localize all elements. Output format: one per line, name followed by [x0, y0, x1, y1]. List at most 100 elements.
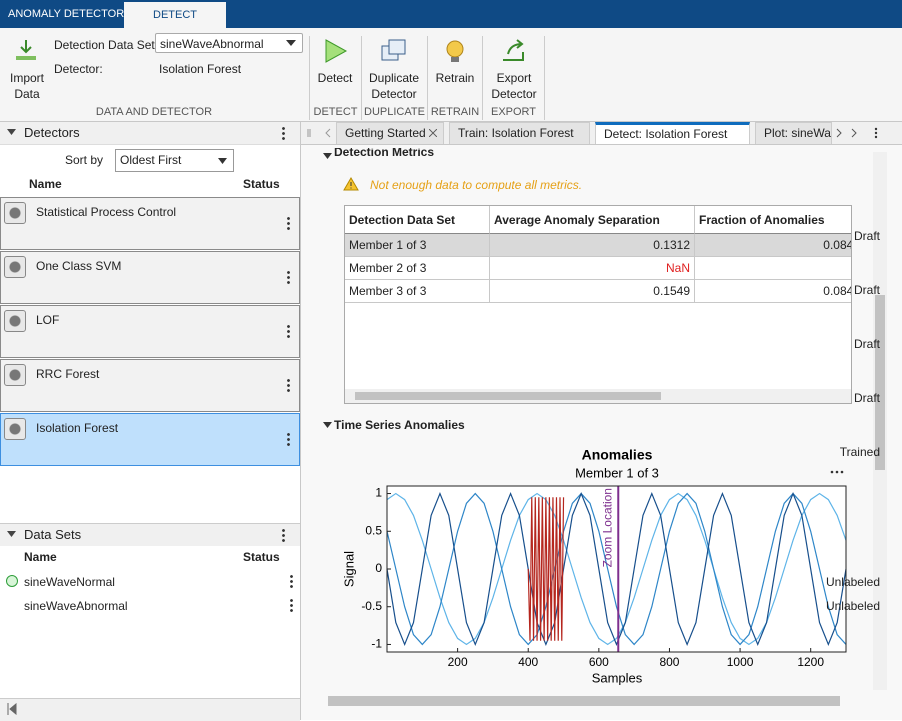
label: Detector:: [54, 62, 103, 76]
item-menu[interactable]: [287, 378, 290, 392]
panel-title: Detectors: [24, 125, 80, 140]
star-icon: [4, 418, 26, 440]
detect-icon: [322, 38, 348, 64]
tab-close[interactable]: [429, 129, 437, 137]
plot-title: Anomalies: [582, 447, 653, 463]
section-label: DETECT: [310, 106, 361, 118]
warning-text: Not enough data to compute all metrics.: [370, 178, 582, 192]
warning-icon: [343, 177, 359, 191]
doc-tab[interactable]: Getting Started: [336, 122, 444, 144]
doc-tab[interactable]: Detect: Isolation Forest: [595, 122, 750, 144]
metrics-table: Detection Data SetAverage Anomaly Separa…: [344, 205, 852, 404]
app-tab[interactable]: DETECT: [124, 2, 226, 28]
retrain-button[interactable]: Retrain: [430, 70, 480, 86]
sort-dropdown[interactable]: Oldest First: [115, 149, 234, 172]
detector-name: One Class SVM: [36, 259, 121, 273]
detector-status: Draft: [854, 229, 880, 243]
table-cell: Member 2 of 3: [345, 257, 490, 280]
y-axis-label: Signal: [341, 551, 356, 587]
table-cell: NaN: [490, 257, 695, 280]
panel-footer: [0, 698, 300, 721]
table-cell: 0: [695, 257, 852, 280]
section-title: Detection Metrics: [334, 148, 434, 162]
plot-menu[interactable]: [831, 471, 844, 474]
section-label: DATA AND DETECTOR: [54, 106, 254, 118]
detector-name: Isolation Forest: [36, 421, 118, 435]
scroll-thumb[interactable]: [875, 295, 885, 470]
import-data-button[interactable]: Import Data: [4, 70, 50, 102]
duplicate-icon: [380, 38, 408, 64]
table-header: Average Anomaly Separation: [490, 206, 695, 234]
export-button[interactable]: Export Detector: [484, 70, 544, 102]
collapse-arrow[interactable]: [323, 153, 332, 159]
star-icon: [4, 202, 26, 224]
label: Sort by: [65, 153, 103, 167]
retrain-icon: [442, 38, 468, 64]
panel-menu[interactable]: [282, 528, 285, 542]
detector-status: Trained: [840, 445, 880, 459]
detector-status: Draft: [854, 337, 880, 351]
x-axis-label: Samples: [592, 670, 643, 685]
table-cell: Member 3 of 3: [345, 280, 490, 303]
detector-name: Statistical Process Control: [36, 205, 176, 219]
data-set-dropdown[interactable]: sineWaveAbnormal: [155, 33, 303, 53]
y-tick-label: -0.5: [361, 599, 382, 613]
doc-tab[interactable]: Plot: sineWa: [755, 122, 832, 144]
detector-value: Isolation Forest: [159, 62, 241, 76]
table-cell: 0.0846: [695, 234, 852, 257]
tab-nav[interactable]: [305, 127, 335, 139]
scroll-thumb[interactable]: [328, 696, 840, 706]
data-set-status: Unlabeled: [826, 575, 880, 589]
collapse-arrow[interactable]: [7, 531, 16, 537]
plot-area: [387, 486, 846, 652]
section-label: DUPLICATE: [362, 106, 427, 118]
detector-name: LOF: [36, 313, 59, 327]
item-menu[interactable]: [290, 574, 293, 588]
status-indicator: [6, 575, 18, 587]
column-header: Status: [243, 177, 280, 191]
section-title: Time Series Anomalies: [334, 418, 465, 432]
x-tick-label: 1200: [797, 655, 824, 669]
column-header: Name: [29, 177, 62, 191]
doc-tab[interactable]: Train: Isolation Forest: [449, 122, 590, 144]
collapse-arrow[interactable]: [7, 129, 16, 135]
detector-status: Draft: [854, 391, 880, 405]
table-header: Fraction of Anomalies: [695, 206, 852, 234]
scroll-thumb[interactable]: [355, 392, 661, 400]
plot: Anomalies Member 1 of 3 Samples Signal Z…: [330, 445, 870, 690]
panel-menu[interactable]: [282, 126, 285, 140]
detect-button[interactable]: Detect: [312, 70, 358, 86]
item-menu[interactable]: [287, 216, 290, 230]
tab-nav[interactable]: [834, 127, 880, 139]
star-icon: [4, 256, 26, 278]
y-tick-label: 0.5: [365, 523, 382, 537]
data-set-name[interactable]: sineWaveNormal: [24, 575, 115, 589]
item-menu[interactable]: [287, 324, 290, 338]
detector-status: Draft: [854, 283, 880, 297]
x-tick-label: 800: [659, 655, 679, 669]
item-menu[interactable]: [287, 432, 290, 446]
import-icon: [12, 36, 40, 64]
table-cell: 0.1312: [490, 234, 695, 257]
item-menu[interactable]: [290, 598, 293, 612]
collapse-arrow[interactable]: [323, 422, 332, 428]
x-tick-label: 200: [448, 655, 468, 669]
item-menu[interactable]: [287, 270, 290, 284]
table-cell: 0.0846: [695, 280, 852, 303]
data-set-name[interactable]: sineWaveAbnormal: [24, 599, 128, 613]
zoom-location-label: Zoom Location: [600, 488, 614, 567]
x-tick-label: 600: [589, 655, 609, 669]
table-header: Detection Data Set: [345, 206, 490, 234]
data-set-status: Unlabeled: [826, 599, 880, 613]
x-tick-label: 1000: [727, 655, 754, 669]
label: Detection Data Set: [54, 38, 155, 52]
y-tick-label: 1: [375, 486, 382, 500]
panel-title: Data Sets: [24, 527, 81, 542]
y-tick-label: 0: [375, 561, 382, 575]
x-tick-label: 400: [518, 655, 538, 669]
duplicate-button[interactable]: Duplicate Detector: [364, 70, 424, 102]
collapse-left[interactable]: [7, 703, 17, 715]
column-header: Name: [24, 550, 57, 564]
app-tab[interactable]: ANOMALY DETECTOR: [8, 8, 124, 20]
